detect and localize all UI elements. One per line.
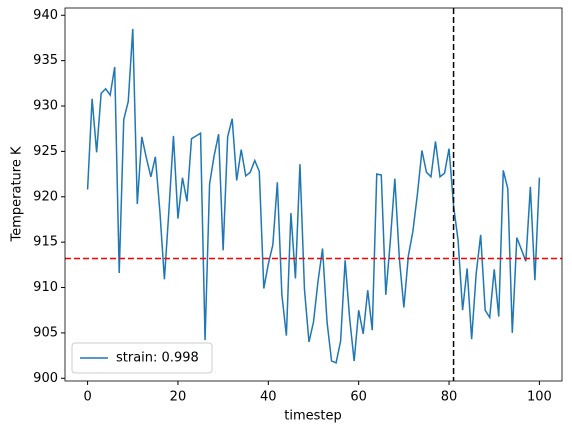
y-axis-label: Temperature K <box>10 146 25 242</box>
y-tick-label: 920 <box>33 189 58 204</box>
legend-label: strain: 0.998 <box>116 351 199 366</box>
data-line <box>86 28 541 364</box>
x-tick-label: 100 <box>527 390 552 405</box>
y-tick-label: 940 <box>33 8 58 23</box>
legend: strain: 0.998 <box>71 342 213 374</box>
y-tick-label: 935 <box>33 53 58 68</box>
y-tick-label: 900 <box>33 371 58 386</box>
y-tick-label: 915 <box>33 235 58 250</box>
x-axis-label: timestep <box>284 409 342 424</box>
x-tick-label: 40 <box>260 390 277 405</box>
x-tick-label: 20 <box>170 390 187 405</box>
x-tick-label: 60 <box>350 390 367 405</box>
legend-box <box>71 342 213 374</box>
y-tick-label: 930 <box>33 99 58 114</box>
y-tick-label: 925 <box>33 144 58 159</box>
y-tick-label: 905 <box>33 325 58 340</box>
x-tick-label: 80 <box>441 390 458 405</box>
y-tick-label: 910 <box>33 280 58 295</box>
plot-frame <box>64 7 563 382</box>
x-tick-label: 0 <box>83 390 91 405</box>
